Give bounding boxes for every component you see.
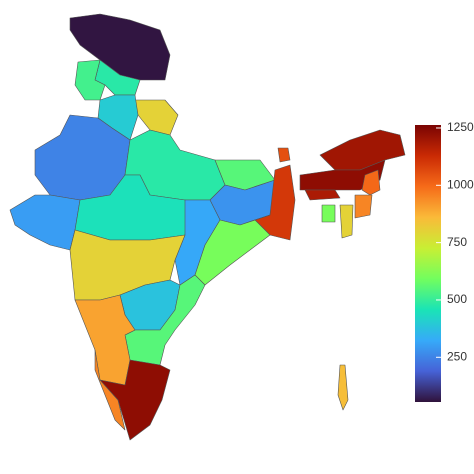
colorbar-tick-label: 500	[447, 292, 467, 306]
colorbar-tick-label: 750	[447, 235, 467, 249]
colorbar-tick-label: 250	[447, 349, 467, 363]
region	[319, 129, 406, 171]
region	[134, 99, 179, 136]
region	[9, 194, 81, 251]
region	[361, 169, 381, 196]
region	[354, 194, 373, 219]
region	[99, 359, 171, 441]
region	[337, 364, 349, 411]
region	[74, 59, 106, 101]
region	[194, 214, 271, 286]
region	[304, 189, 341, 201]
colorbar-tick-label: 1000	[447, 177, 474, 191]
region	[321, 204, 336, 223]
colorbar-scale	[415, 125, 441, 402]
region	[339, 204, 354, 239]
colorbar: 250 500 750 1000 1250	[415, 120, 474, 402]
region	[277, 147, 291, 163]
region	[69, 13, 171, 81]
colorbar-tick-label: 1250	[447, 120, 474, 134]
region	[74, 294, 136, 386]
regions	[9, 13, 406, 441]
